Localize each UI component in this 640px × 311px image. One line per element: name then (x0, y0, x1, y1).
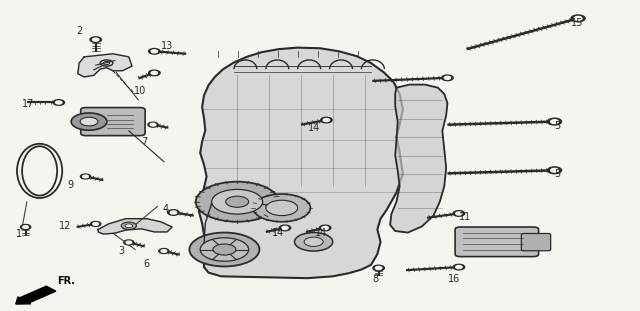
Circle shape (453, 264, 465, 270)
Circle shape (547, 118, 561, 125)
Circle shape (56, 101, 62, 104)
Text: 6: 6 (143, 259, 150, 269)
Polygon shape (78, 54, 132, 77)
Circle shape (321, 117, 332, 123)
Text: 5: 5 (554, 121, 560, 131)
Text: 11: 11 (459, 212, 472, 222)
Text: 17: 17 (22, 99, 35, 109)
Circle shape (442, 75, 453, 81)
Circle shape (159, 248, 169, 253)
Text: 10: 10 (134, 86, 147, 96)
Circle shape (200, 238, 248, 261)
Circle shape (253, 194, 310, 222)
Circle shape (80, 117, 98, 126)
Circle shape (124, 240, 134, 245)
Circle shape (168, 210, 179, 215)
Circle shape (373, 265, 385, 271)
Circle shape (196, 182, 278, 222)
Text: 4: 4 (163, 204, 169, 215)
Text: 5: 5 (554, 169, 560, 179)
FancyArrow shape (16, 286, 56, 304)
Circle shape (212, 189, 262, 214)
Circle shape (148, 122, 158, 127)
Circle shape (322, 226, 328, 230)
Circle shape (323, 118, 330, 122)
Circle shape (282, 226, 288, 230)
Circle shape (53, 100, 65, 105)
Text: 14: 14 (307, 123, 320, 133)
Polygon shape (99, 219, 172, 234)
Circle shape (226, 196, 248, 207)
Circle shape (456, 212, 462, 215)
Circle shape (23, 226, 28, 228)
Circle shape (93, 38, 99, 41)
Circle shape (125, 224, 132, 228)
Text: FR.: FR. (58, 276, 76, 286)
Text: 2: 2 (76, 26, 83, 36)
Circle shape (83, 175, 88, 178)
Circle shape (574, 16, 582, 20)
Text: 14: 14 (272, 228, 284, 238)
Circle shape (189, 233, 259, 267)
FancyBboxPatch shape (455, 227, 539, 257)
Text: 1: 1 (16, 229, 22, 239)
Circle shape (170, 211, 177, 214)
Circle shape (148, 49, 160, 54)
Text: 8: 8 (372, 274, 378, 284)
Text: 13: 13 (161, 41, 173, 51)
Circle shape (266, 200, 298, 216)
Circle shape (148, 70, 160, 76)
Circle shape (571, 15, 585, 22)
Circle shape (453, 211, 465, 216)
Text: 15: 15 (572, 18, 584, 28)
Text: 12: 12 (59, 221, 71, 231)
Circle shape (121, 222, 136, 230)
Circle shape (547, 167, 561, 174)
Circle shape (294, 233, 333, 251)
FancyBboxPatch shape (522, 234, 550, 251)
Circle shape (150, 123, 156, 126)
Circle shape (151, 50, 157, 53)
Circle shape (126, 241, 132, 244)
Circle shape (90, 37, 101, 42)
Circle shape (93, 223, 99, 225)
Circle shape (161, 250, 166, 253)
Text: 9: 9 (67, 180, 73, 190)
Circle shape (213, 244, 236, 255)
Polygon shape (199, 48, 403, 278)
Circle shape (304, 237, 323, 246)
Circle shape (81, 174, 91, 179)
Text: 16: 16 (448, 274, 460, 284)
Polygon shape (390, 85, 447, 233)
Circle shape (456, 266, 462, 269)
Circle shape (319, 225, 331, 231)
FancyBboxPatch shape (81, 108, 145, 136)
Text: 7: 7 (141, 137, 147, 146)
Circle shape (151, 71, 157, 74)
Circle shape (20, 225, 31, 230)
Text: 14: 14 (315, 228, 328, 238)
Circle shape (444, 76, 451, 79)
Circle shape (550, 169, 558, 172)
Text: 3: 3 (118, 246, 124, 256)
Circle shape (550, 120, 558, 123)
Circle shape (376, 267, 382, 270)
Circle shape (91, 221, 100, 226)
Circle shape (279, 225, 291, 231)
Circle shape (71, 113, 107, 130)
